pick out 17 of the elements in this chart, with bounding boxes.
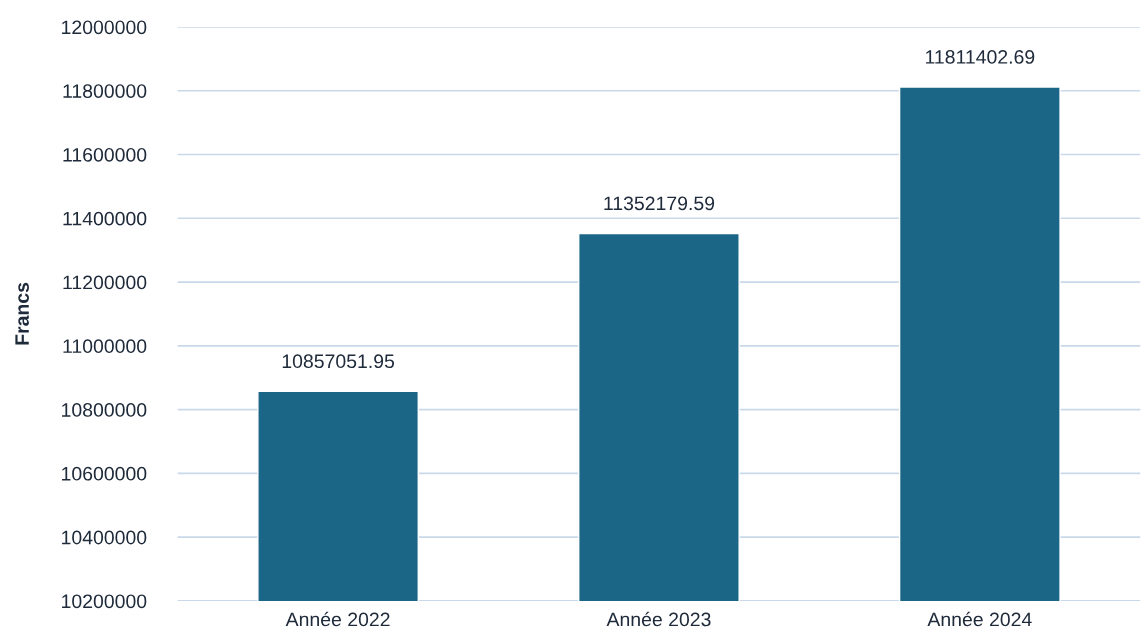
y-tick-label: 10800000 [62, 403, 147, 417]
y-tick-label: 11600000 [63, 147, 147, 162]
y-tick-label: 11200000 [63, 275, 147, 290]
y-tick-label: 11800000 [63, 84, 147, 98]
data-label: 11352179.59 [604, 196, 715, 211]
y-axis-title: Francs [15, 282, 29, 345]
y-tick-label: 10400000 [62, 530, 147, 545]
y-tick-label: 12000000 [62, 20, 147, 35]
x-tick-label: Année 2023 [606, 611, 711, 627]
x-tick-label: Année 2022 [285, 611, 390, 627]
y-tick-label: 11400000 [63, 211, 147, 226]
x-tick-label: Année 2024 [927, 611, 1032, 627]
y-tick-label: 10200000 [62, 594, 147, 609]
y-tick-label: 10600000 [62, 466, 147, 481]
y-tick-label: 11000000 [63, 339, 147, 354]
data-label: 10857051.95 [282, 354, 395, 369]
data-label: 11811402.69 [925, 50, 1035, 64]
